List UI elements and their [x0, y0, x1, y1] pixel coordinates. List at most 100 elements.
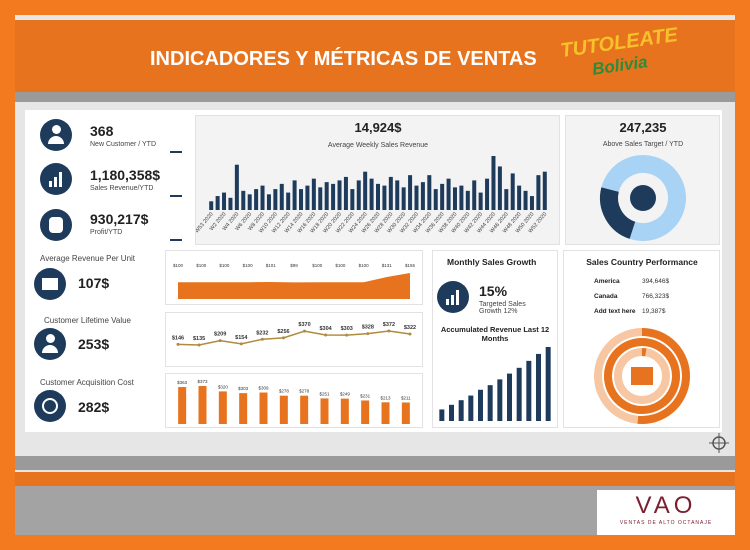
- bar: [382, 185, 387, 210]
- accumulated-chart: [439, 347, 551, 421]
- bar: [433, 189, 438, 210]
- bar: [485, 178, 490, 210]
- weekly-card: 14,924$ Average Weekly Sales Revenue W53…: [194, 115, 560, 245]
- bar: [395, 180, 400, 210]
- center-icon: [631, 367, 653, 385]
- bar: [369, 178, 374, 210]
- bar: [459, 185, 464, 210]
- bar: [300, 395, 309, 424]
- bar: [465, 190, 470, 210]
- bar: [401, 187, 406, 210]
- country-name: America: [594, 278, 620, 285]
- bar: [215, 196, 220, 210]
- data-label: $304: [320, 326, 333, 332]
- point: [260, 337, 264, 341]
- kpi-label: Profit/YTD: [90, 229, 123, 236]
- growth-title: Monthly Sales Growth: [447, 257, 537, 267]
- divider: [170, 239, 182, 241]
- data-label: $373: [197, 379, 208, 384]
- bar: [247, 194, 252, 210]
- data-label: $131: [382, 263, 393, 268]
- bar: [414, 185, 419, 210]
- point: [197, 343, 201, 347]
- target-chart: 247,235 Above Sales Target / YTD: [600, 120, 686, 241]
- bar: [340, 398, 349, 424]
- country-value: 394,646$: [642, 278, 669, 285]
- bar: [331, 183, 336, 210]
- footer-strip: [15, 456, 735, 470]
- bar: [542, 171, 547, 210]
- bar: [361, 400, 370, 424]
- icon-profit: [40, 209, 72, 241]
- metric-value: 282$: [78, 399, 110, 415]
- bar: [420, 182, 425, 210]
- bar: [536, 175, 541, 210]
- data-label: $100: [173, 263, 184, 268]
- bar: [234, 164, 239, 210]
- icon-lifetime: [34, 328, 66, 360]
- data-label: $278: [279, 389, 290, 394]
- kpi-label: New Customer / YTD: [90, 141, 156, 148]
- point: [281, 336, 285, 340]
- footer-band: [15, 472, 735, 486]
- growth-card: Monthly Sales Growth 15% Targeted Sales …: [432, 250, 558, 428]
- bar: [449, 404, 454, 421]
- country-value: 19,387$: [642, 308, 666, 315]
- bar: [228, 197, 233, 210]
- data-label: $370: [298, 322, 310, 328]
- bar: [218, 391, 227, 424]
- data-label: $278: [299, 389, 310, 394]
- bar: [497, 379, 503, 421]
- data-label: $100: [219, 263, 230, 268]
- bar: [311, 178, 316, 210]
- data-label: $100: [243, 263, 254, 268]
- data-label: $99: [290, 263, 298, 268]
- cost-chart: $363 $373 $320 $303 $309 $278 $278 $251 $249 $231…: [177, 379, 411, 424]
- target-card: 247,235 Above Sales Target / YTD: [565, 115, 720, 245]
- kpi-label: Sales Revenue/YTD: [90, 185, 154, 192]
- bar: [299, 189, 304, 210]
- bar: [279, 395, 288, 424]
- kpi-value: 1,180,358$: [90, 167, 161, 183]
- data-label: $309: [258, 386, 269, 391]
- country-value: 766,323$: [642, 293, 669, 300]
- country-chart: Sales Country Performance America 394,646…: [586, 257, 698, 424]
- crosshair-icon: [709, 433, 729, 453]
- bar: [452, 187, 457, 210]
- header-band: [15, 20, 735, 92]
- metric-value: 253$: [78, 336, 110, 352]
- title: INDICADORES Y MÉTRICAS DE VENTAS: [150, 48, 537, 70]
- bar: [273, 189, 278, 210]
- bar: [427, 175, 432, 210]
- metric-label: Customer Lifetime Value: [44, 316, 131, 325]
- data-label: $372: [383, 322, 395, 328]
- data-label: $303: [238, 386, 249, 391]
- data-label: $256: [277, 329, 289, 335]
- icon-unit: [34, 268, 66, 300]
- bar: [388, 176, 393, 210]
- bar: [337, 180, 342, 210]
- data-label: $213: [380, 395, 391, 400]
- bar: [504, 189, 509, 210]
- country-name: Canada: [594, 293, 618, 300]
- country-card: Sales Country Performance America 394,646…: [563, 250, 720, 428]
- bar: [381, 402, 390, 424]
- country-title: Sales Country Performance: [586, 257, 698, 267]
- data-label: $251: [319, 391, 330, 396]
- target-label: Above Sales Target / YTD: [603, 141, 683, 148]
- point: [366, 332, 370, 336]
- data-label: $135: [193, 336, 205, 342]
- bar: [529, 196, 534, 210]
- ring: [603, 338, 680, 414]
- ring: [637, 328, 690, 424]
- bar: [178, 387, 187, 424]
- bar: [517, 185, 522, 210]
- bar: [343, 176, 348, 210]
- metric-value: 107$: [78, 275, 110, 291]
- point: [218, 339, 222, 343]
- donut-segment: [601, 155, 686, 241]
- logo-tagline: VENTAS DE ALTO OCTANAJE: [619, 520, 713, 526]
- bar: [507, 373, 512, 421]
- data-label: $231: [360, 393, 371, 398]
